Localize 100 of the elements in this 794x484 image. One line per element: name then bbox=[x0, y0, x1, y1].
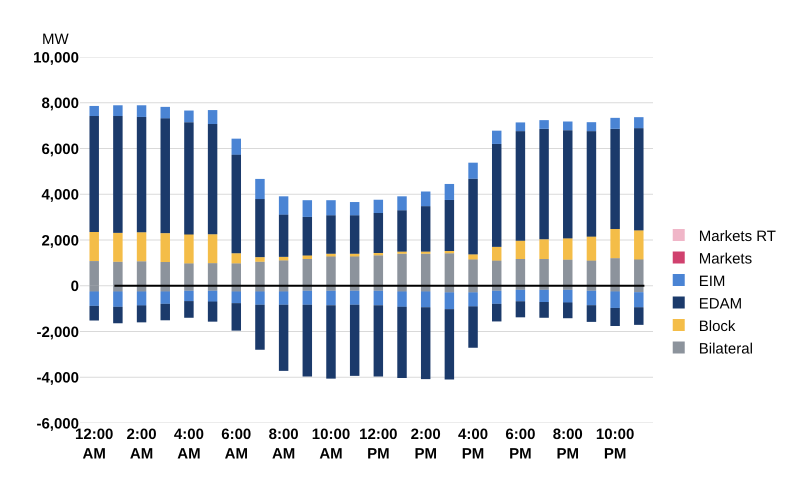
x-tick-label: 10:00 PM bbox=[596, 426, 634, 462]
bar bbox=[89, 106, 99, 116]
legend-label: EIM bbox=[698, 272, 726, 290]
bar bbox=[634, 307, 644, 325]
y-tick-label: 0 bbox=[70, 278, 79, 295]
bar bbox=[492, 246, 502, 261]
bar bbox=[208, 263, 218, 286]
bar bbox=[232, 253, 242, 264]
bar bbox=[539, 258, 549, 286]
bar bbox=[302, 216, 312, 256]
bar bbox=[444, 253, 454, 286]
bar bbox=[184, 301, 194, 318]
bar bbox=[255, 291, 265, 305]
bar bbox=[444, 250, 454, 254]
bar bbox=[113, 116, 123, 233]
bar bbox=[136, 261, 146, 286]
bar bbox=[350, 254, 360, 256]
bar bbox=[634, 230, 644, 260]
bar bbox=[468, 254, 478, 260]
bar bbox=[113, 306, 123, 324]
y-tick-label: 4,000 bbox=[41, 186, 79, 204]
y-axis-title: MW bbox=[42, 31, 70, 48]
bar bbox=[255, 257, 265, 262]
bar bbox=[278, 304, 288, 371]
bar bbox=[420, 307, 430, 380]
bar bbox=[586, 122, 596, 132]
bar bbox=[516, 258, 526, 286]
bar bbox=[326, 290, 336, 306]
bar bbox=[374, 213, 384, 254]
bar bbox=[232, 154, 242, 254]
bar bbox=[516, 240, 526, 259]
bar bbox=[113, 105, 123, 116]
bar bbox=[516, 301, 526, 318]
bar bbox=[420, 206, 430, 252]
bar bbox=[160, 118, 170, 234]
bar bbox=[586, 260, 596, 286]
bar bbox=[136, 305, 146, 322]
x-tick-label: 4:00 PM bbox=[458, 426, 488, 462]
x-tick-label: 6:00 AM bbox=[221, 426, 252, 462]
bar bbox=[468, 292, 478, 306]
legend-label: EDAM bbox=[698, 295, 742, 312]
bar bbox=[420, 192, 430, 206]
bar bbox=[492, 130, 502, 144]
bar bbox=[397, 254, 407, 286]
bar bbox=[516, 290, 526, 302]
bar bbox=[255, 262, 265, 286]
bar bbox=[160, 106, 170, 118]
bar bbox=[326, 305, 336, 379]
bar bbox=[136, 291, 146, 306]
bar bbox=[539, 239, 549, 259]
bar bbox=[278, 256, 288, 260]
x-tick-label: 2:00 PM bbox=[410, 426, 441, 462]
bar bbox=[610, 229, 620, 258]
bar bbox=[444, 200, 454, 251]
bar bbox=[610, 118, 620, 129]
bar bbox=[374, 290, 384, 306]
bar bbox=[302, 258, 312, 286]
bar bbox=[610, 308, 620, 326]
bar bbox=[326, 256, 336, 286]
bar bbox=[160, 291, 170, 304]
bar bbox=[350, 215, 360, 254]
bar bbox=[255, 199, 265, 258]
x-tick-label: 6:00 PM bbox=[505, 426, 536, 462]
bar bbox=[255, 304, 265, 350]
bar bbox=[326, 215, 336, 254]
bar bbox=[374, 200, 384, 214]
bar bbox=[184, 290, 194, 302]
bar bbox=[302, 290, 312, 305]
bar bbox=[208, 302, 218, 322]
legend-label: Markets RT bbox=[698, 228, 776, 245]
legend-label: Markets bbox=[698, 250, 752, 268]
x-tick-label: 2:00 AM bbox=[126, 426, 157, 462]
bar bbox=[136, 232, 146, 262]
bar bbox=[278, 214, 288, 257]
bar bbox=[492, 304, 502, 322]
bar bbox=[278, 196, 288, 215]
bar bbox=[278, 260, 288, 286]
legend-label: Block bbox=[698, 318, 736, 335]
bar bbox=[539, 128, 549, 240]
bar bbox=[208, 234, 218, 264]
y-tick-label: -2,000 bbox=[36, 324, 79, 341]
bar bbox=[468, 259, 478, 286]
bar bbox=[563, 130, 572, 238]
bar bbox=[89, 306, 99, 321]
bar bbox=[516, 131, 526, 241]
bar bbox=[374, 255, 384, 286]
x-tick-label: 10:00 AM bbox=[312, 426, 350, 462]
bar bbox=[232, 263, 242, 286]
bar bbox=[208, 124, 218, 234]
y-tick-label: 6,000 bbox=[41, 140, 79, 158]
bar bbox=[563, 238, 572, 260]
bar bbox=[468, 162, 478, 179]
bar bbox=[136, 116, 146, 232]
x-tick-label: 4:00 AM bbox=[174, 426, 204, 462]
bar bbox=[232, 138, 242, 155]
bar bbox=[586, 290, 596, 306]
bar bbox=[586, 305, 596, 322]
bar bbox=[184, 122, 194, 235]
y-tick-label: 8,000 bbox=[41, 95, 79, 112]
bar bbox=[563, 290, 572, 302]
